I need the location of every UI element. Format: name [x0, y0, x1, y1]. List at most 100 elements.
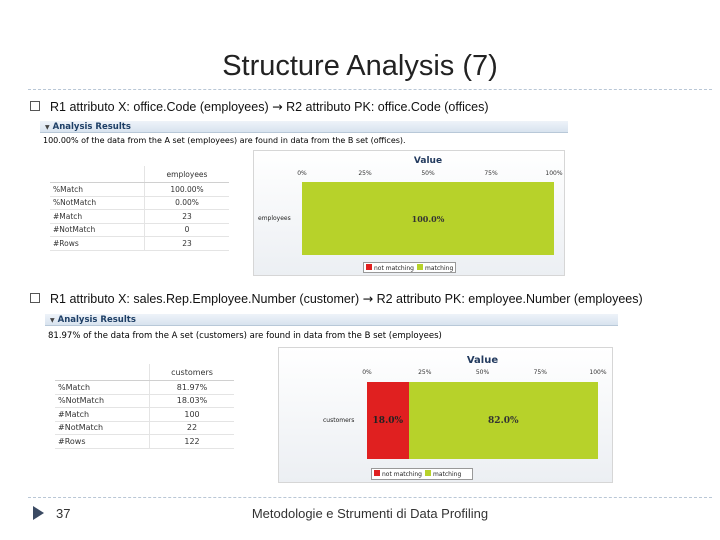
- row-value: 23: [144, 209, 229, 224]
- row-value: 0.00%: [144, 196, 229, 210]
- x-tick-label: 100%: [545, 170, 563, 177]
- chart-legend: not matching matching: [371, 468, 473, 480]
- bar-data-label: 82.0%: [488, 415, 519, 426]
- panel-1-stats-table: employees %Match 100.00% %NotMatch 0.00% #…: [50, 166, 229, 251]
- analysis-results-panel-1: ▼ Analysis Results 100.00% of the data fr…: [40, 121, 568, 278]
- row-label: #NotMatch: [50, 223, 145, 237]
- analysis-results-panel-2: ▼ Analysis Results 81.97% of the data fro…: [45, 314, 618, 484]
- bar-matching: [408, 382, 598, 459]
- x-tick-label: 75%: [533, 369, 547, 376]
- row-value: 0: [144, 223, 229, 237]
- bullet-1: R1 attributo X: office.Code (employees) …: [30, 99, 488, 114]
- row-value: 22: [149, 421, 234, 435]
- bullet-2-text-before: R1 attributo X: sales.Rep.Employee.Numbe…: [50, 292, 363, 306]
- row-value: 100: [149, 407, 234, 422]
- row-label: %Match: [55, 380, 150, 395]
- x-tick-label: 25%: [358, 170, 372, 177]
- bar-data-label: 100.0%: [411, 213, 445, 224]
- row-label: %Match: [50, 182, 145, 197]
- legend-item: not matching: [374, 470, 422, 478]
- row-label: #Rows: [50, 236, 145, 251]
- row-label: %NotMatch: [55, 394, 150, 408]
- right-arrow-icon: →: [362, 291, 374, 306]
- panel-2-summary: 81.97% of the data from the A set (custo…: [48, 331, 442, 341]
- x-tick-label: 0%: [297, 170, 307, 177]
- table-header-row: customers: [55, 364, 234, 381]
- bar-not-matching: [367, 382, 409, 459]
- legend-label: not matching: [382, 471, 422, 478]
- legend-swatch: [417, 263, 423, 270]
- y-category-label: employees: [258, 214, 291, 222]
- bullet-box-icon: [30, 293, 40, 303]
- footer-text: Metodologie e Strumenti di Data Profilin…: [251, 506, 489, 521]
- bar-matching: [302, 182, 554, 255]
- legend-label: matching: [433, 471, 462, 478]
- footer-divider: [28, 497, 712, 498]
- panel-1-header[interactable]: ▼ Analysis Results: [40, 121, 568, 133]
- table-row: #NotMatch 0: [50, 223, 229, 237]
- row-value: 122: [149, 434, 234, 449]
- bullet-2-text-after: R2 attributo PK: employee.Number (employ…: [373, 292, 643, 306]
- row-value: 81.97%: [149, 380, 234, 395]
- table-column-header: customers: [149, 364, 234, 381]
- collapse-triangle-icon[interactable]: ▼: [45, 124, 50, 131]
- panel-1-header-label: Analysis Results: [52, 122, 131, 132]
- legend-swatch: [374, 470, 380, 476]
- match-chart-1: Value 0% 25% 50% 75% 100% employees 100.0% not m…: [253, 150, 565, 276]
- bullet-box-icon: [30, 101, 40, 111]
- x-tick-label: 100%: [589, 369, 607, 376]
- table-row: #Rows 122: [55, 434, 234, 449]
- x-tick-label: 25%: [418, 369, 432, 376]
- bullet-1-text-after: R2 attributo PK: office.Code (offices): [282, 100, 489, 114]
- row-value: 18.03%: [149, 394, 234, 408]
- chart-title: Value: [413, 156, 443, 166]
- table-row: %NotMatch 18.03%: [55, 394, 234, 408]
- table-header-blank: [50, 166, 145, 183]
- row-label: #Match: [55, 407, 150, 422]
- panel-1-summary: 100.00% of the data from the A set (empl…: [43, 136, 406, 145]
- y-category-label: customers: [323, 416, 355, 424]
- panel-2-header[interactable]: ▼ Analysis Results: [45, 314, 618, 326]
- legend-item: matching: [417, 263, 454, 272]
- chart-title: Value: [466, 355, 499, 366]
- table-header-blank: [55, 364, 150, 381]
- table-row: #Match 100: [55, 407, 234, 422]
- legend-item: matching: [425, 470, 461, 478]
- chart-legend: not matching matching: [363, 262, 456, 273]
- bullet-1-text-before: R1 attributo X: office.Code (employees): [50, 100, 273, 114]
- slide-arrow-icon: [33, 506, 44, 520]
- collapse-triangle-icon[interactable]: ▼: [50, 317, 55, 324]
- row-value: 100.00%: [144, 182, 229, 197]
- slide-title: Structure Analysis (7): [222, 50, 498, 82]
- legend-item: not matching: [366, 263, 414, 272]
- right-arrow-icon: →: [272, 99, 283, 114]
- title-divider: [28, 89, 712, 90]
- table-row: %NotMatch 0.00%: [50, 196, 229, 210]
- table-header-row: employees: [50, 166, 229, 183]
- table-row: #NotMatch 22: [55, 421, 234, 435]
- page-number: 37: [56, 506, 71, 521]
- row-label: #Match: [50, 209, 145, 224]
- row-label: #Rows: [55, 434, 150, 449]
- row-label: %NotMatch: [50, 196, 145, 210]
- x-tick-label: 75%: [484, 170, 498, 177]
- row-label: #NotMatch: [55, 421, 150, 435]
- legend-label: matching: [425, 264, 454, 272]
- table-row: %Match 100.00%: [50, 182, 229, 197]
- bullet-2: R1 attributo X: sales.Rep.Employee.Numbe…: [30, 291, 643, 306]
- x-tick-label: 0%: [362, 369, 372, 376]
- table-row: #Match 23: [50, 209, 229, 224]
- x-tick-label: 50%: [475, 369, 490, 376]
- legend-swatch: [425, 470, 431, 476]
- panel-2-header-label: Analysis Results: [57, 315, 136, 325]
- legend-label: not matching: [374, 264, 414, 272]
- table-row: #Rows 23: [50, 236, 229, 251]
- row-value: 23: [144, 236, 229, 251]
- table-row: %Match 81.97%: [55, 380, 234, 395]
- legend-swatch: [366, 263, 372, 270]
- panel-2-stats-table: customers %Match 81.97% %NotMatch 18.03% #…: [55, 364, 234, 449]
- bar-data-label: 18.0%: [372, 415, 404, 426]
- table-column-header: employees: [144, 166, 229, 183]
- x-tick-label: 50%: [421, 170, 435, 177]
- match-chart-2: Value 0% 25% 50% 75% 100% customers 18.0% 82.0% n…: [278, 347, 613, 483]
